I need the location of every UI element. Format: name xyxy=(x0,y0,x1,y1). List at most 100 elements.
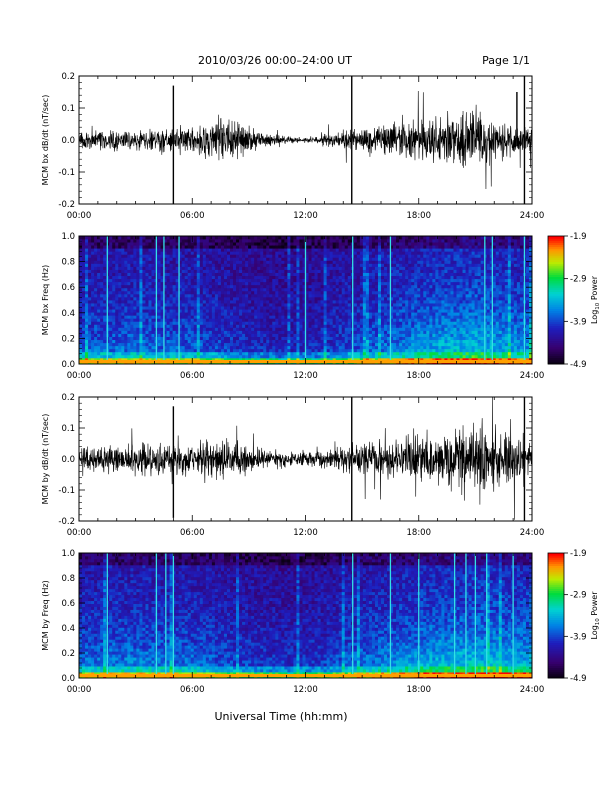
spectrogram-cell xyxy=(269,287,273,292)
spectrogram-cell xyxy=(323,257,328,261)
spectrogram-cell xyxy=(323,269,328,273)
spectrogram-cell xyxy=(365,281,370,286)
spectrogram-cell xyxy=(139,263,143,267)
spectrogram-cell xyxy=(287,318,291,322)
spectrogram-cell xyxy=(278,284,282,289)
spectrogram-cell xyxy=(254,351,258,356)
spectrogram-cell xyxy=(145,333,149,337)
spectrogram-cell xyxy=(353,239,358,243)
spectrogram-cell xyxy=(136,312,140,316)
spectrogram-cell xyxy=(236,303,240,307)
spectrogram-cell xyxy=(260,239,264,243)
spectrogram-cell xyxy=(130,248,134,252)
spectrogram-cell xyxy=(251,351,255,356)
spectrogram-cell xyxy=(374,269,379,273)
spectrogram-cell xyxy=(148,242,152,246)
spectrogram-cell xyxy=(230,281,234,286)
spectrogram-cell xyxy=(151,312,155,316)
spectrogram-cell xyxy=(338,236,343,240)
spectrogram-cell xyxy=(353,336,358,341)
spectrogram-cell xyxy=(393,257,397,261)
spectrogram-cell xyxy=(239,272,243,277)
spectrogram-cell xyxy=(377,245,382,249)
spectrogram-cell xyxy=(245,260,249,264)
spectrogram-cell xyxy=(133,293,137,298)
spectrogram-cell xyxy=(109,300,113,304)
spectrogram-cell xyxy=(314,275,318,280)
spectrogram-cell xyxy=(94,275,98,280)
spectrogram-cell xyxy=(109,336,113,341)
spectrogram-cell xyxy=(266,321,270,325)
spectrogram-cell xyxy=(251,257,255,261)
spectrogram-cell xyxy=(130,275,134,280)
spectrogram-cell xyxy=(97,278,101,283)
spectrogram-cell xyxy=(332,336,337,341)
spectrogram-cell xyxy=(133,239,137,243)
spectrogram-cell xyxy=(399,242,403,246)
spectrogram-cell xyxy=(344,239,349,243)
spectrogram-cell xyxy=(326,309,331,313)
spectrogram-cell xyxy=(97,312,101,316)
spectrogram-cell xyxy=(118,251,122,255)
spectrogram-cell xyxy=(100,357,104,362)
spectrogram-cell xyxy=(112,269,116,273)
spectrogram-cell xyxy=(88,272,92,277)
spectrogram-cell xyxy=(326,275,331,280)
spectrogram-cell xyxy=(272,327,276,331)
spectrogram-cell xyxy=(323,312,328,316)
spectrogram-cell xyxy=(136,284,140,289)
spectrogram-cell xyxy=(91,327,95,331)
spectrogram-cell xyxy=(323,336,328,341)
spectrogram-cell xyxy=(405,248,409,252)
spectrogram-cell xyxy=(163,300,167,304)
spectrogram-cell xyxy=(130,357,134,362)
spectrogram-cell xyxy=(172,324,177,328)
spectrogram-cell xyxy=(91,290,95,295)
spectrogram-cell xyxy=(347,318,352,322)
spectrogram-cell xyxy=(236,254,240,258)
spectrogram-cell xyxy=(365,293,370,298)
spectrogram-cell xyxy=(208,242,213,246)
spectrogram-cell xyxy=(308,303,312,307)
spectrogram-cell xyxy=(387,248,391,252)
spectrogram-cell xyxy=(296,290,300,295)
spectrogram-cell xyxy=(314,293,318,298)
spectrogram-cell xyxy=(417,272,421,277)
spectrogram-cell xyxy=(359,342,364,347)
spectrogram-cell xyxy=(411,281,415,286)
spectrogram-cell xyxy=(142,306,146,310)
spectrogram-cell xyxy=(184,306,189,310)
spectrogram-cell xyxy=(217,272,222,277)
spectrogram-cell xyxy=(151,269,155,273)
spectrogram-cell xyxy=(344,284,349,289)
spectrogram-cell xyxy=(266,266,270,270)
spectrogram-cell xyxy=(100,306,104,310)
spectrogram-cell xyxy=(236,248,240,252)
spectrogram-cell xyxy=(317,357,321,362)
spectrogram-cell xyxy=(326,248,331,252)
spectrogram-cell xyxy=(287,324,291,328)
spectrogram-cell xyxy=(118,336,122,341)
spectrogram-cell xyxy=(326,345,331,350)
spectrogram-cell xyxy=(387,254,391,258)
spectrogram-cell xyxy=(145,242,149,246)
spectrogram-cell xyxy=(184,260,189,264)
spectrogram-cell xyxy=(181,245,186,249)
spectrogram-cell xyxy=(121,254,125,258)
spectrogram-cell xyxy=(266,239,270,243)
spectrogram-cell xyxy=(139,242,143,246)
spectrogram-cell xyxy=(393,306,397,310)
spectrogram-cell xyxy=(414,260,418,264)
spectrogram-cell xyxy=(157,266,161,270)
spectrogram-cell xyxy=(127,354,131,359)
spectrogram-cell xyxy=(299,239,303,243)
spectrogram-cell xyxy=(220,293,225,298)
spectrogram-cell xyxy=(109,321,113,325)
spectrogram-cell xyxy=(211,303,216,307)
spectrogram-cell xyxy=(115,354,119,359)
spectrogram-cell xyxy=(362,248,367,252)
spectrogram-cell xyxy=(187,245,192,249)
spectrogram-cell xyxy=(320,324,325,328)
spectrogram-cell xyxy=(377,260,382,264)
spectrogram-cell xyxy=(423,287,427,292)
